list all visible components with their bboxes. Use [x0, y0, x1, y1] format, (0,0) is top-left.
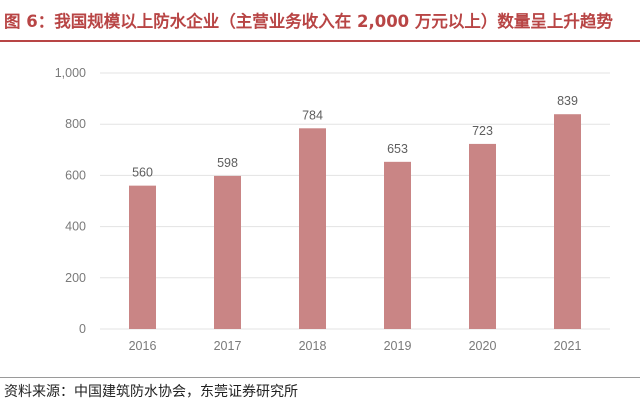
data-label-2019: 653 — [387, 142, 408, 156]
source-divider — [0, 377, 640, 378]
title-divider — [0, 40, 640, 42]
bar-2021 — [554, 114, 581, 329]
y-tick-label: 1,000 — [55, 66, 86, 80]
y-tick-label: 800 — [65, 117, 86, 131]
x-axis-ticks: 2016 2017 2018 2019 2020 2021 — [129, 339, 582, 353]
y-axis-ticks: 0 200 400 600 800 1,000 — [55, 66, 86, 336]
y-tick-label: 400 — [65, 220, 86, 234]
bar-2020 — [469, 143, 496, 329]
bar-chart: 0 200 400 600 800 1,000 560 598 784 653 723 839 20… — [55, 66, 610, 353]
bar-2019 — [384, 161, 411, 329]
x-tick-label: 2021 — [554, 339, 582, 353]
data-labels: 560 598 784 653 723 839 — [132, 94, 578, 179]
source-note: 资料来源：中国建筑防水协会，东莞证券研究所 — [4, 384, 298, 400]
data-label-2016: 560 — [132, 166, 153, 180]
x-tick-label: 2016 — [129, 339, 157, 353]
x-tick-label: 2017 — [214, 339, 242, 353]
bar-2017 — [214, 175, 241, 329]
y-tick-label: 600 — [65, 168, 86, 182]
y-tick-label: 200 — [65, 271, 86, 285]
bar-2016 — [129, 185, 156, 329]
bars — [129, 114, 581, 329]
data-label-2020: 723 — [472, 124, 493, 138]
x-tick-label: 2018 — [299, 339, 327, 353]
chart-title: 图 6：我国规模以上防水企业（主营业务收入在 2,000 万元以上）数量呈上升趋… — [4, 12, 613, 31]
y-tick-label: 0 — [79, 322, 86, 336]
bar-2018 — [299, 128, 326, 329]
x-tick-label: 2020 — [469, 339, 497, 353]
data-label-2018: 784 — [302, 108, 323, 122]
x-tick-label: 2019 — [384, 339, 412, 353]
gridlines — [100, 72, 610, 330]
data-label-2017: 598 — [217, 156, 238, 170]
data-label-2021: 839 — [557, 94, 578, 108]
